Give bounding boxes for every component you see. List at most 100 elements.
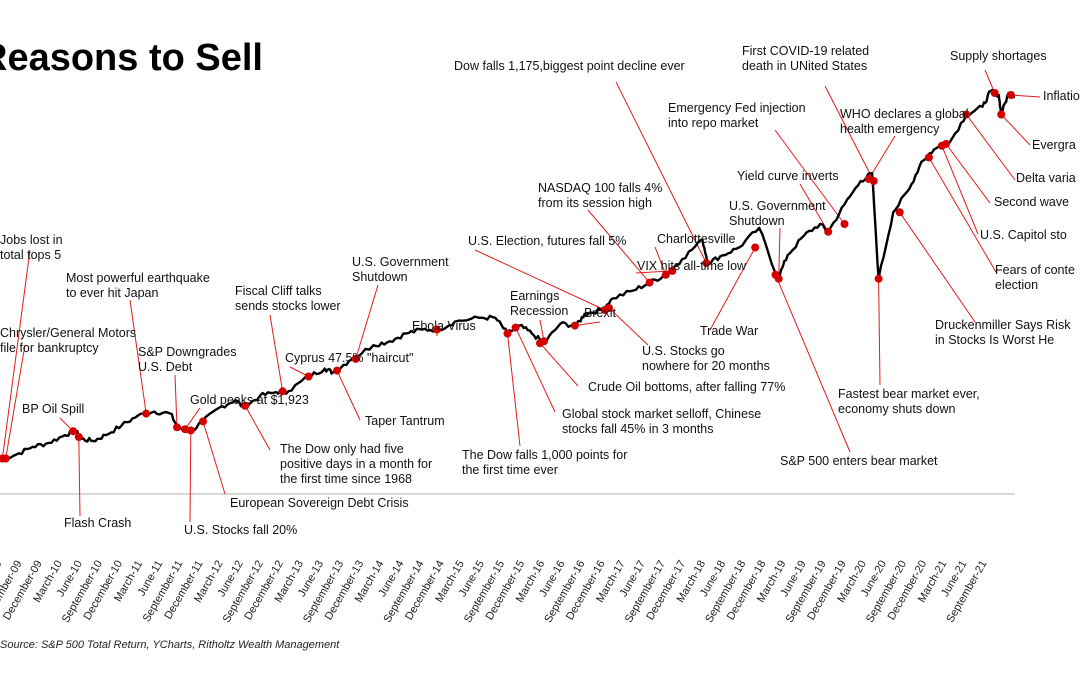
event-marker	[874, 274, 883, 283]
annotation-label: Brexit	[584, 306, 616, 320]
annotation-leader-line	[965, 114, 1016, 181]
event-marker	[661, 270, 670, 279]
annotation-label: VIX hits all-time low	[637, 259, 747, 273]
annotation-leader-line	[78, 436, 81, 517]
event-marker	[1, 454, 10, 463]
annotation-leaders	[1, 69, 1041, 523]
annotation-label: European Sovereign Debt Crisis	[230, 496, 409, 510]
annotation-label: First COVID-19 related death in UNited St…	[742, 44, 869, 73]
event-marker	[895, 208, 904, 217]
annotation-leader-line	[868, 135, 896, 180]
annotation-label: Ebola Virus	[412, 319, 476, 333]
annotation-label: S&P 500 enters bear market	[780, 454, 938, 468]
annotation-label: U.S. Stocks fall 20%	[184, 523, 297, 537]
event-marker	[69, 427, 78, 436]
annotation-leader-line	[184, 407, 201, 430]
annotation-leader-line	[1, 249, 31, 459]
annotation-label: Evergra	[1032, 138, 1076, 152]
annotation-leader-line	[928, 157, 997, 273]
annotation-label: Crude Oil bottoms, after falling 77%	[588, 380, 785, 394]
x-axis-tick-labels: June-09September-09December-09March-10Ju…	[0, 559, 990, 625]
annotation-label: Inflatio	[1043, 89, 1080, 103]
event-marker	[74, 433, 83, 441]
annotation-label: Second wave	[994, 195, 1069, 209]
annotation-leader-line	[1000, 114, 1031, 146]
event-marker	[511, 323, 520, 332]
annotation-leader-line	[878, 278, 881, 386]
annotation-leader-line	[129, 299, 147, 414]
annotation-leader-line	[587, 209, 650, 283]
event-marker	[962, 110, 971, 119]
annotation-label: NASDAQ 100 falls 4% from its session high	[538, 181, 662, 210]
annotation-label: The Dow only had five positive days in a …	[280, 442, 432, 486]
event-marker	[351, 354, 360, 363]
event-marker	[824, 227, 833, 236]
annotation-label: U.S. Capitol sto	[980, 228, 1067, 242]
event-marker	[840, 220, 849, 228]
event-marker	[333, 366, 341, 375]
annotation-label: Taper Tantrum	[365, 414, 445, 428]
annotation-leader-line	[336, 370, 361, 421]
annotation-leader-line	[515, 327, 556, 413]
event-marker	[304, 372, 313, 381]
event-marker	[503, 329, 512, 338]
source-note: Source: S&P 500 Total Return, YCharts, R…	[0, 639, 340, 651]
event-marker	[702, 259, 711, 268]
annotation-leader-line	[824, 85, 875, 182]
event-marker	[173, 423, 181, 432]
annotation-labels: Jobs lost in total tops 5 Chrysler/General…	[0, 44, 1080, 537]
annotation-leader-line	[615, 81, 707, 264]
annotation-leader-line	[507, 333, 521, 447]
event-marker	[864, 175, 873, 183]
event-markers	[0, 89, 1015, 463]
annotation-label: Fiscal Cliff talks sends stocks lower	[235, 284, 341, 313]
annotation-leader-line	[945, 143, 991, 204]
annotation-leader-line	[608, 307, 649, 346]
annotation-leader-line	[709, 247, 756, 331]
annotation-leader-line	[775, 274, 851, 453]
event-marker	[942, 139, 950, 148]
chart-title: Reasons to Sell	[0, 37, 263, 79]
annotation-label: U.S. Election, futures fall 5%	[468, 234, 626, 248]
annotation-label: Earnings Recession	[510, 289, 568, 318]
annotation-label: Druckenmiller Says Risk in Stocks Is Wors…	[935, 318, 1071, 347]
event-marker	[278, 387, 287, 396]
event-marker	[924, 153, 933, 162]
annotation-leader-line	[244, 405, 271, 451]
annotation-label: U.S. Stocks go nowhere for 20 months	[642, 344, 770, 373]
annotation-label: BP Oil Spill	[22, 402, 84, 416]
event-marker	[1006, 91, 1015, 99]
annotation-label: Charlottesville	[657, 232, 736, 246]
event-marker	[990, 89, 999, 97]
annotation-leader-line	[574, 321, 601, 327]
annotation-label: U.S. Government Shutdown	[352, 255, 449, 284]
annotation-leader-line	[539, 342, 579, 387]
annotation-label: Dow falls 1,175,biggest point decline ev…	[454, 59, 685, 73]
annotation-label: Gold peaks at $1,923	[190, 393, 309, 407]
annotation-leader-line	[189, 430, 192, 523]
annotation-label: Flash Crash	[64, 516, 131, 530]
annotation-label: Fastest bear market ever, economy shuts d…	[838, 387, 980, 416]
annotation-leader-line	[984, 69, 996, 94]
annotation-label: The Dow falls 1,000 points for the first …	[462, 448, 627, 477]
annotation-label: Most powerful earthquake to ever hit Japa…	[66, 271, 210, 300]
annotation-label: U.S. Government Shutdown	[729, 199, 826, 228]
annotation-leader-line	[474, 249, 606, 311]
annotation-label: S&P Downgrades U.S. Debt	[138, 345, 236, 374]
event-marker	[536, 339, 544, 348]
event-marker	[142, 409, 151, 418]
annotation-label: Global stock market selloff, Chinese stoc…	[562, 407, 761, 436]
event-marker	[668, 266, 677, 275]
annotation-leader-line	[654, 246, 667, 275]
annotation-leader-line	[941, 145, 979, 235]
event-marker	[645, 278, 654, 287]
event-marker	[570, 321, 579, 330]
annotation-leader-line	[5, 344, 26, 459]
event-marker	[241, 401, 250, 410]
event-marker	[774, 274, 783, 283]
annotation-leader-line	[355, 284, 379, 360]
event-marker	[432, 325, 441, 334]
annotation-label: Chrysler/General Motors file for bankrupt…	[0, 326, 136, 355]
event-marker	[600, 306, 609, 314]
annotation-label: Emergency Fed injection into repo market	[668, 101, 806, 130]
